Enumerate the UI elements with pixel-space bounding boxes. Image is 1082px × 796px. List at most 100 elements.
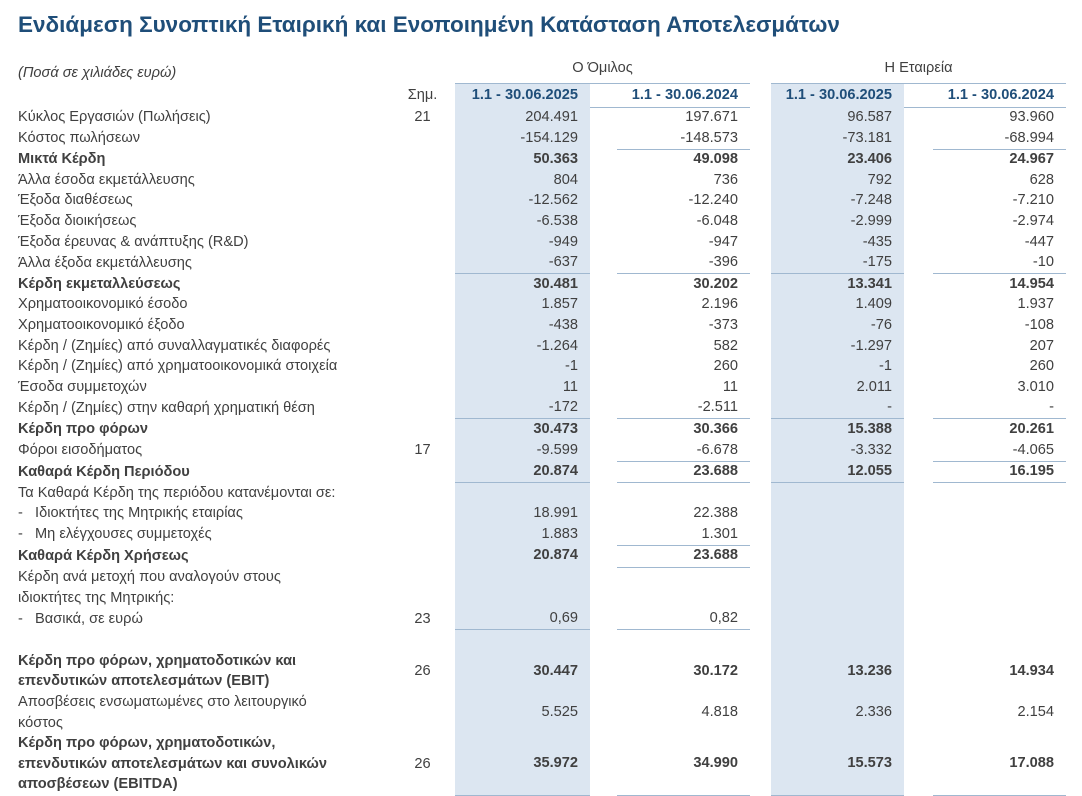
- cell-company-2024: [933, 608, 1066, 630]
- section-gap: [750, 190, 771, 211]
- cell-group-2024: [617, 630, 750, 651]
- table-row: Κέρδη / (Ζημίες) από συναλλαγματικές δια…: [18, 335, 1082, 357]
- table-row: Έξοδα έρευνας & ανάπτυξης (R&D) -949 -947 -…: [18, 231, 1082, 253]
- header-group-2025: 1.1 - 30.06.2025: [455, 83, 590, 108]
- column-gap: [904, 211, 933, 232]
- cell-company-2025: 15.573: [771, 732, 904, 796]
- cell-company-2025: 12.055: [771, 460, 904, 484]
- cell-label: Έξοδα έρευνας & ανάπτυξης (R&D): [18, 233, 249, 250]
- cell-label: Κέρδη ανά μετοχή που αναλογούν στους ιδι…: [18, 569, 281, 606]
- table-row: Αποσβέσεις ενσωματωμένες στο λειτουργικό…: [18, 692, 1082, 734]
- table-row: Έξοδα διοικήσεως -6.538 -6.048 -2.999 -2.974: [18, 210, 1082, 232]
- income-statement-body: Κύκλος Εργασιών (Πωλήσεις) 21 204.491 197.6…: [18, 107, 1082, 796]
- column-gap: [904, 567, 933, 608]
- cell-group-2024: 30.202: [693, 275, 738, 292]
- section-gap: [750, 294, 771, 315]
- column-gap: [590, 461, 617, 483]
- cell-group-2025: 11: [455, 376, 590, 398]
- column-gap: [590, 440, 617, 462]
- cell-company-2025: [771, 523, 904, 546]
- section-gap: [750, 692, 771, 733]
- section-gap: [750, 356, 771, 377]
- section-gap: [750, 252, 771, 274]
- cell-company-2024: -447: [1024, 233, 1054, 250]
- column-gap: [590, 190, 617, 211]
- table-row: Κέρδη προ φόρων, χρηματοδοτικών, επενδυτ…: [18, 732, 1082, 796]
- table-row: Κύκλος Εργασιών (Πωλήσεις) 21 204.491 197.6…: [18, 107, 1082, 128]
- column-gap: [904, 377, 933, 398]
- cell-company-2024: 628: [1029, 171, 1054, 188]
- cell-group-2024: 34.990: [617, 733, 750, 796]
- cell-note: 26: [414, 663, 431, 680]
- section-gap: [750, 733, 771, 795]
- cell-group-2024: [617, 483, 750, 504]
- cell-group-2025: -6.538: [455, 210, 590, 232]
- cell-group-2024: -148.573: [617, 127, 750, 150]
- column-gap: [590, 294, 617, 315]
- cell-company-2025: -3.332: [771, 439, 904, 462]
- cell-label: - Μη ελέγχουσες συμμετοχές: [18, 526, 212, 543]
- column-gap: [590, 170, 617, 191]
- section-gap: [750, 377, 771, 398]
- cell-group-2025: 204.491: [455, 107, 590, 128]
- column-gap: [904, 524, 933, 546]
- table-row: Μικτά Κέρδη 50.363 49.098 23.406 24.967: [18, 149, 1082, 170]
- cell-company-2025: -1: [771, 356, 904, 377]
- cell-company-2025: 13.236: [771, 650, 904, 693]
- cell-label: Τα Καθαρά Κέρδη της περιόδου κατανέμοντα…: [18, 484, 336, 501]
- column-gap: [904, 440, 933, 462]
- cell-note: 26: [414, 755, 431, 772]
- column-gap: [904, 83, 933, 108]
- column-gap: [590, 524, 617, 546]
- cell-group-2025: -1: [455, 356, 590, 377]
- cell-label: Χρηματοοικονομικό έσοδο: [18, 296, 188, 313]
- cell-group-2025: -172: [455, 396, 590, 420]
- section-gap: [750, 336, 771, 357]
- cell-group-2024: -6.048: [696, 212, 738, 229]
- cell-label: Κέρδη προ φόρων, χρηματοδοτικών και επεν…: [18, 652, 297, 690]
- cell-company-2024: 17.088: [933, 733, 1066, 796]
- cell-label: - Ιδιοκτήτες της Μητρικής εταιρίας: [18, 505, 243, 522]
- table-row: Φόροι εισοδήματος 17 -9.599 -6.678 -3.332 -4.…: [18, 439, 1082, 462]
- section-gap: [750, 397, 771, 419]
- cell-group-2025: 20.874: [455, 460, 590, 484]
- cell-label: Χρηματοοικονομικό έξοδο: [18, 316, 185, 333]
- cell-group-2025: 50.363: [455, 149, 590, 170]
- cell-company-2024: [933, 545, 1066, 567]
- cell-group-2024: 582: [713, 337, 738, 354]
- cell-company-2024: -2.974: [1012, 212, 1054, 229]
- cell-company-2025: [771, 545, 904, 568]
- cell-group-2025: -438: [455, 314, 590, 336]
- cell-group-2025: -12.562: [455, 190, 590, 211]
- column-gap: [904, 356, 933, 377]
- section-gap: [750, 315, 771, 336]
- cell-label: Αποσβέσεις ενσωματωμένες στο λειτουργικό…: [18, 694, 307, 731]
- column-gap: [590, 567, 617, 608]
- cell-group-2025: 0,69: [455, 607, 590, 631]
- cell-company-2024: 14.934: [1009, 663, 1054, 680]
- cell-label: Κέρδη / (Ζημίες) στην καθαρή χρηματική θ…: [18, 399, 315, 416]
- column-gap: [904, 274, 933, 295]
- table-row: Έσοδα συμμετοχών 11 11 2.011 3.010: [18, 376, 1082, 398]
- cell-group-2024: 2.196: [701, 296, 738, 313]
- cell-group-2024: 30.366: [693, 420, 738, 437]
- column-gap: [590, 356, 617, 377]
- table-row: Χρηματοοικονομικό έξοδο -438 -373 -76 -108: [18, 314, 1082, 336]
- cell-group-2025: -949: [455, 231, 590, 253]
- column-gap: [904, 630, 933, 651]
- cell-label: Άλλα έσοδα εκμετάλλευσης: [18, 171, 195, 188]
- cell-company-2024: 20.261: [1009, 420, 1054, 437]
- column-gap: [904, 483, 933, 504]
- section-gap: [750, 503, 771, 524]
- table-row: Έξοδα διαθέσεως -12.562 -12.240 -7.248 -7.21…: [18, 190, 1082, 211]
- cell-group-2024: 22.388: [693, 505, 738, 522]
- column-gap: [590, 419, 617, 440]
- column-gap: [904, 336, 933, 357]
- cell-group-2025: -1.264: [455, 335, 590, 357]
- column-gap: [904, 397, 933, 419]
- column-gap: [590, 651, 617, 692]
- section-gap: [750, 608, 771, 630]
- column-gap: [590, 274, 617, 295]
- table-row: Κέρδη / (Ζημίες) στην καθαρή χρηματική θ…: [18, 396, 1082, 420]
- cell-company-2025: -1.297: [771, 335, 904, 357]
